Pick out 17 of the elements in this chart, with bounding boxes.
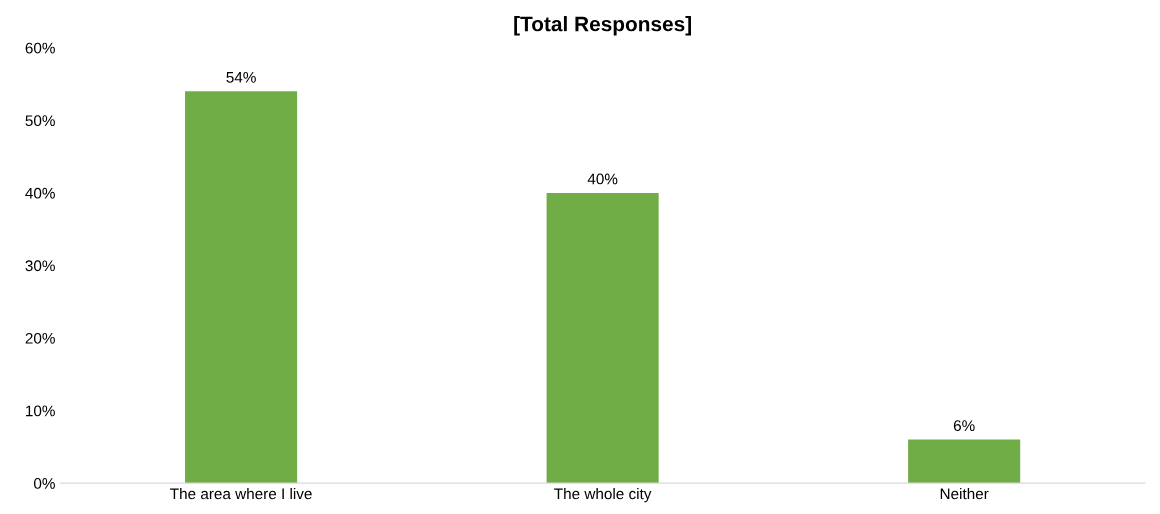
data-label: 6% <box>953 420 975 432</box>
y-tick-label: 40% <box>25 187 55 199</box>
y-tick-label: 10% <box>26 405 55 417</box>
y-tick-label: 30% <box>25 260 55 272</box>
data-label: 54% <box>226 72 256 83</box>
x-tick-label: The area where I live <box>170 488 312 500</box>
y-tick-label: 50% <box>25 115 55 127</box>
bar <box>908 439 1021 484</box>
bar <box>546 192 659 484</box>
x-tick-label: The whole city <box>554 488 652 503</box>
bar <box>185 91 298 484</box>
y-tick-label: 0% <box>33 478 55 489</box>
data-label: 40% <box>587 173 618 185</box>
y-tick-label: 60% <box>25 42 55 54</box>
x-tick-label: Neither <box>940 488 989 500</box>
y-tick-label: 20% <box>25 332 55 344</box>
chart-title: [Total Responses] <box>514 16 691 36</box>
